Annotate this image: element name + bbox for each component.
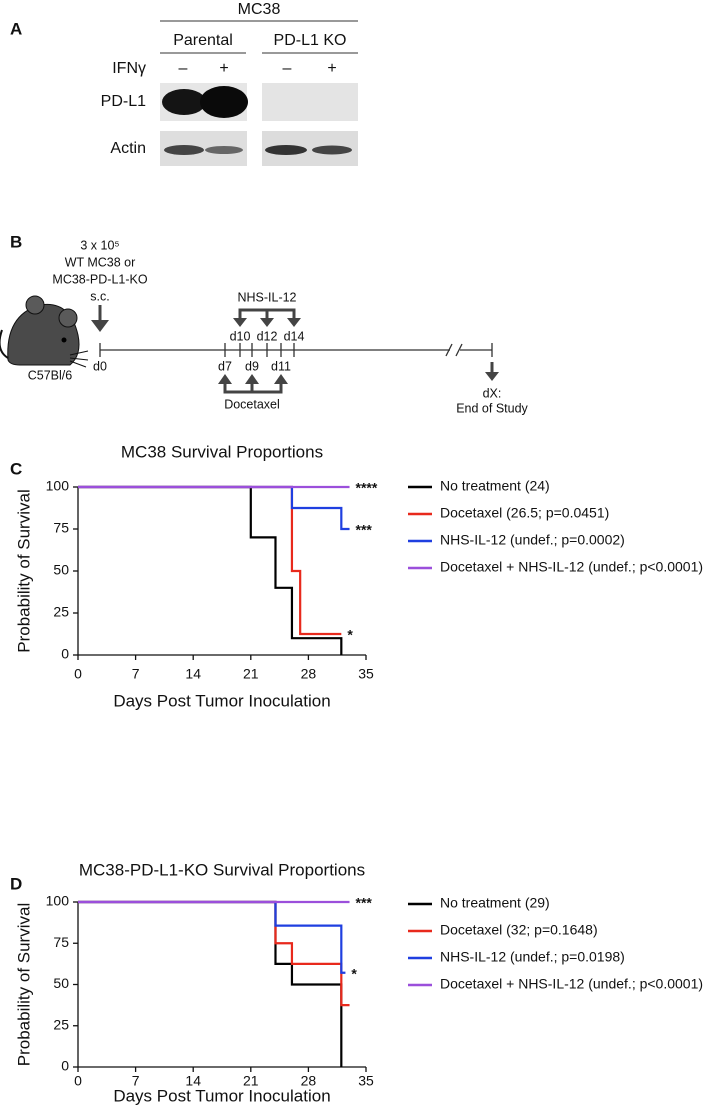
y-tick-label: 50 — [53, 562, 69, 578]
significance: * — [351, 965, 357, 981]
treatment-label: IFNγ — [112, 60, 146, 77]
band — [312, 145, 352, 155]
x-tick-label: 14 — [185, 1073, 201, 1089]
y-axis-title: Probability of Survival — [14, 489, 33, 652]
y-tick-label: 75 — [53, 520, 69, 536]
panel-label: C — [10, 459, 22, 478]
cells: WT MC38 or — [65, 255, 136, 269]
x-tick-label: 7 — [132, 1073, 140, 1089]
x-tick-label: 35 — [358, 666, 374, 682]
legend-label: NHS-IL-12 (undef.; p=0.0198) — [440, 949, 625, 965]
y-tick-label: 25 — [53, 604, 69, 620]
legend-label: No treatment (24) — [440, 478, 550, 494]
condition: – — [283, 60, 292, 77]
band — [205, 146, 243, 154]
x-tick-label: 0 — [74, 1073, 82, 1089]
arrows — [218, 308, 499, 394]
survival-curve — [78, 485, 350, 531]
cells: 3 x 10⁵ — [80, 238, 119, 252]
row-label: PD-L1 — [101, 93, 146, 110]
arrows — [91, 305, 109, 332]
y-tick-label: 100 — [46, 893, 70, 909]
significance: *** — [356, 522, 373, 538]
y-tick-label: 25 — [53, 1016, 69, 1032]
significance: * — [347, 627, 353, 643]
legend-label: NHS-IL-12 (undef.; p=0.0002) — [440, 532, 625, 548]
panel-label: A — [10, 19, 22, 38]
legend-label: Docetaxel (32; p=0.1648) — [440, 922, 598, 938]
day-label: d0 — [93, 359, 107, 373]
x-tick-label: 28 — [301, 666, 317, 682]
cells: MC38-PD-L1-KO — [52, 272, 147, 286]
panel-label: B — [10, 232, 22, 251]
group-label: PD-L1 KO — [274, 32, 347, 49]
y-tick-label: 0 — [61, 1058, 69, 1074]
timeline — [99, 343, 493, 357]
x-axis-title: Days Post Tumor Inoculation — [113, 1086, 330, 1105]
survival-curve — [78, 485, 343, 655]
condition: + — [219, 60, 228, 77]
condition: + — [327, 60, 336, 77]
day-label: d9 — [245, 359, 259, 373]
cells: s.c. — [90, 289, 109, 303]
survival-curve — [78, 900, 343, 1067]
x-axis-title: Days Post Tumor Inoculation — [113, 691, 330, 710]
day-label: d10 — [230, 329, 251, 343]
y-axis-title: Probability of Survival — [14, 903, 33, 1066]
row-label: Actin — [110, 140, 146, 157]
legend-label: Docetaxel + NHS-IL-12 (undef.; p<0.0001) — [440, 559, 703, 575]
panel-label: D — [10, 874, 22, 893]
x-tick-label: 14 — [185, 666, 201, 682]
chart-title: MC38-PD-L1-KO Survival Proportions — [79, 860, 365, 879]
x-tick-label: 7 — [132, 666, 140, 682]
band — [265, 145, 307, 155]
legend-label: No treatment (29) — [440, 895, 550, 911]
condition: – — [179, 60, 188, 77]
day-label: d12 — [257, 329, 278, 343]
day-label: d7 — [218, 359, 232, 373]
significance: **** — [356, 480, 378, 496]
y-tick-label: 0 — [61, 646, 69, 662]
drug-label: NHS-IL-12 — [237, 290, 296, 304]
band — [162, 89, 206, 115]
x-tick-label: 35 — [358, 1073, 374, 1089]
x-tick-label: 0 — [74, 666, 82, 682]
survival-curve — [78, 900, 350, 1007]
end-label: dX: — [483, 386, 502, 400]
blot — [262, 83, 358, 121]
mouse-icon — [0, 295, 89, 368]
survival-curve — [78, 900, 346, 974]
x-tick-label: 28 — [301, 1073, 317, 1089]
legend-label: Docetaxel (26.5; p=0.0451) — [440, 505, 609, 521]
day-label: d11 — [271, 359, 291, 373]
day-label: d14 — [284, 329, 305, 343]
chart-title: MC38 Survival Proportions — [121, 442, 323, 461]
x-tick-label: 21 — [243, 1073, 259, 1089]
cell-line: MC38 — [238, 1, 281, 18]
y-tick-label: 50 — [53, 975, 69, 991]
group-label: Parental — [173, 32, 233, 49]
significance: *** — [356, 895, 373, 911]
band — [200, 86, 248, 118]
y-tick-label: 75 — [53, 934, 69, 950]
end-label: End of Study — [456, 401, 528, 415]
drug-label: Docetaxel — [224, 397, 280, 411]
x-tick-label: 21 — [243, 666, 259, 682]
y-tick-label: 100 — [46, 478, 70, 494]
legend-label: Docetaxel + NHS-IL-12 (undef.; p<0.0001) — [440, 976, 703, 992]
mouse-label: C57Bl/6 — [28, 368, 73, 382]
band — [164, 145, 204, 155]
